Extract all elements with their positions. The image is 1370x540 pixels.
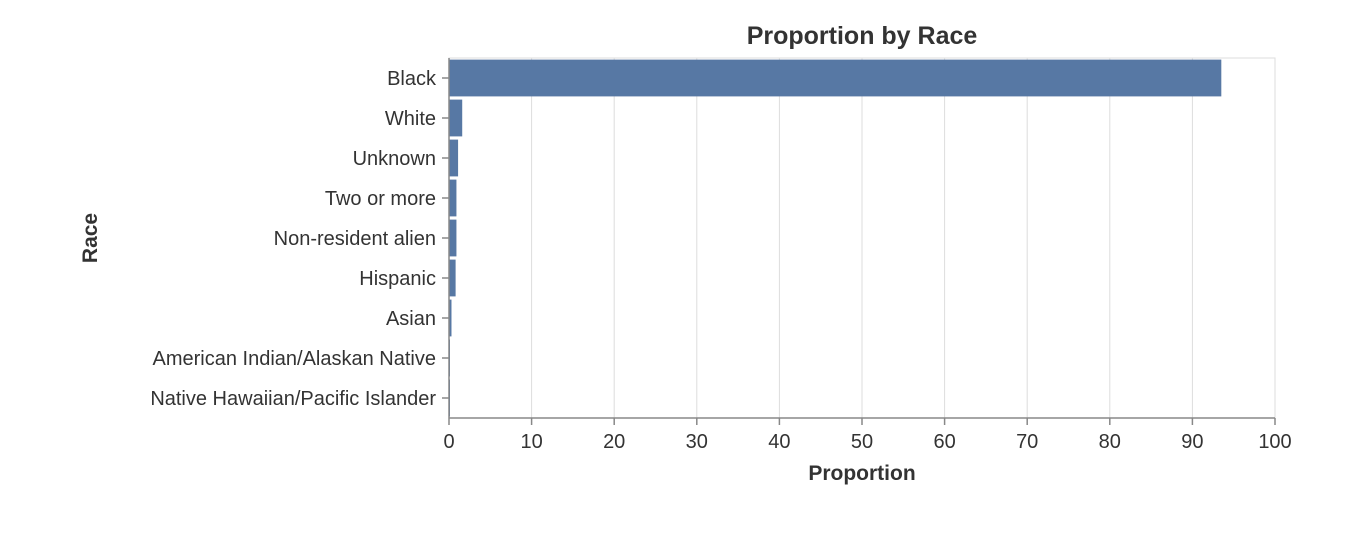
y-tick-label: Native Hawaiian/Pacific Islander [150,388,436,410]
x-tick-label: 30 [686,431,708,453]
x-tick-label: 70 [1016,431,1038,453]
x-tick-label: 20 [603,431,625,453]
y-tick-label: Non-resident alien [274,228,436,250]
x-tick-label: 90 [1181,431,1203,453]
x-tick-label: 50 [851,431,873,453]
y-tick-label: Two or more [325,188,436,210]
grid [448,58,1276,418]
bar [449,299,452,337]
y-tick-label: American Indian/Alaskan Native [153,348,436,370]
chart-title: Proportion by Race [747,22,978,50]
bar [449,99,463,137]
y-tick-label: Asian [386,308,436,330]
bar [449,259,456,297]
x-tick-label: 10 [520,431,542,453]
y-tick-label: White [385,108,436,130]
x-tick-label: 40 [768,431,790,453]
y-tick-label: Black [387,68,437,90]
bar [449,139,459,177]
x-tick-label: 0 [443,431,454,453]
x-tick-label: 60 [933,431,955,453]
y-tick-label: Unknown [353,148,436,170]
x-tick-label: 100 [1258,431,1291,453]
x-axis-title: Proportion [808,462,915,485]
bar [449,219,457,257]
y-tick-label: Hispanic [359,268,436,290]
y-axis-title: Race [79,213,102,263]
bar [449,59,1222,97]
y-axis: Black White Unknown Two or more Non-resident… [150,58,450,418]
bar [449,179,457,217]
x-tick-label: 80 [1099,431,1121,453]
x-axis: 0 10 20 30 40 50 60 70 80 90 100 [443,417,1292,453]
bars [449,59,1222,417]
